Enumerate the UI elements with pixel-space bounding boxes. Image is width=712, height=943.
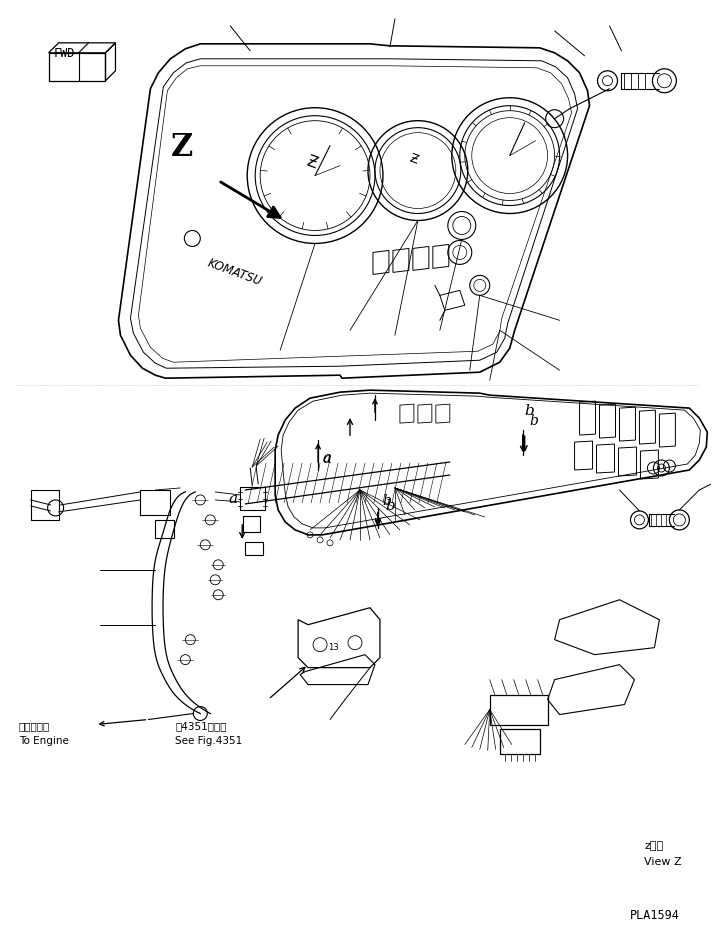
- Text: a: a: [322, 451, 330, 465]
- Text: To Engine: To Engine: [19, 736, 68, 747]
- Text: エンジンへ: エンジンへ: [19, 721, 50, 732]
- Text: b: b: [382, 494, 391, 508]
- Text: b: b: [385, 499, 394, 513]
- Text: Ƶ: Ƶ: [408, 152, 420, 167]
- Text: See Fig.4351: See Fig.4351: [175, 736, 243, 747]
- Text: 第4351図参照: 第4351図参照: [175, 721, 227, 732]
- Text: b: b: [530, 414, 538, 428]
- Text: z　視: z 視: [644, 841, 664, 852]
- Text: Z: Z: [170, 132, 193, 162]
- Text: PLA1594: PLA1594: [629, 909, 679, 922]
- Text: Ƶ: Ƶ: [304, 154, 319, 172]
- Text: b: b: [525, 405, 535, 418]
- Text: a: a: [229, 492, 237, 506]
- Text: a: a: [322, 452, 331, 466]
- Text: View Z: View Z: [644, 857, 682, 868]
- Text: KOMATSU: KOMATSU: [205, 256, 263, 289]
- Text: 13: 13: [328, 642, 339, 652]
- Text: FWD: FWD: [53, 47, 75, 59]
